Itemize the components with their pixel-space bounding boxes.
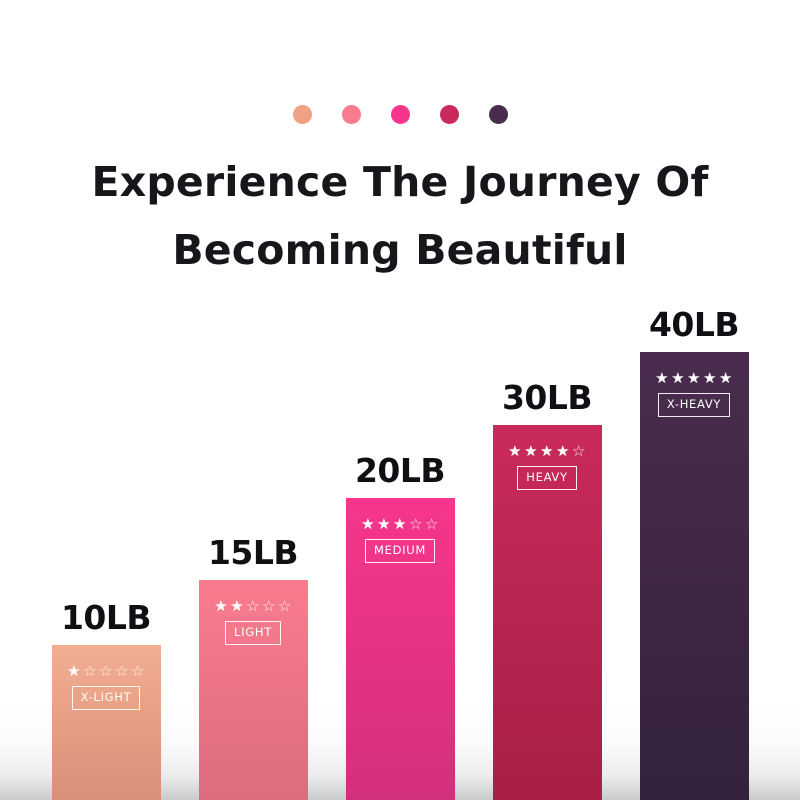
star-filled-icon: ★	[655, 369, 670, 387]
star-outline-icon: ☆	[130, 662, 145, 680]
dot-medium	[390, 105, 410, 124]
star-filled-icon: ★	[718, 369, 733, 387]
bar-column-15lb[interactable]: 15LB ★ ★ ☆ ☆ ☆ LIGHT	[198, 280, 308, 800]
star-outline-icon: ☆	[571, 442, 586, 460]
star-outline-icon: ☆	[408, 515, 423, 533]
page-title-line-2: Becoming Beautiful	[172, 226, 628, 274]
page-title: Experience The Journey Of Becoming Beaut…	[0, 148, 800, 284]
resistance-level-badge: LIGHT	[225, 621, 281, 645]
star-filled-icon: ★	[214, 597, 229, 615]
bar-weight-label: 30LB	[501, 378, 593, 417]
star-filled-icon: ★	[230, 597, 245, 615]
rating-stars: ★ ★ ★ ☆ ☆	[361, 517, 439, 532]
bar-body[interactable]: ★ ☆ ☆ ☆ ☆ X-LIGHT	[51, 645, 161, 800]
dot-x-light	[292, 105, 312, 124]
bar-weight-label: 40LB	[648, 305, 740, 344]
star-filled-icon: ★	[671, 369, 686, 387]
star-filled-icon: ★	[508, 442, 523, 460]
star-outline-icon: ☆	[277, 597, 292, 615]
resistance-bar-chart: 10LB ★ ☆ ☆ ☆ ☆ X-LIGHT 15LB ★ ★ ☆ ☆ ☆ LIGHT 20LB ★ ★ ★ ☆ ☆ M…	[0, 280, 800, 800]
resistance-level-badge: HEAVY	[517, 466, 577, 490]
resistance-level-badge: MEDIUM	[365, 539, 435, 563]
star-outline-icon: ☆	[424, 515, 439, 533]
star-outline-icon: ☆	[246, 597, 260, 615]
star-filled-icon: ★	[67, 662, 82, 680]
rating-stars: ★ ★ ★ ★ ★	[655, 371, 733, 386]
bar-weight-label: 15LB	[207, 533, 299, 572]
star-filled-icon: ★	[540, 442, 554, 460]
star-filled-icon: ★	[524, 442, 539, 460]
star-filled-icon: ★	[361, 515, 376, 533]
dot-light	[341, 105, 361, 124]
star-outline-icon: ☆	[99, 662, 113, 680]
dot-x-heavy	[488, 105, 508, 124]
star-filled-icon: ★	[393, 515, 407, 533]
rating-stars: ★ ★ ☆ ☆ ☆	[214, 599, 292, 614]
bar-body[interactable]: ★ ★ ★ ★ ★ X-HEAVY	[639, 352, 749, 800]
bar-body[interactable]: ★ ★ ★ ☆ ☆ MEDIUM	[345, 498, 455, 800]
resistance-level-badge: X-LIGHT	[71, 686, 141, 710]
star-filled-icon: ★	[555, 442, 570, 460]
bar-body[interactable]: ★ ★ ★ ★ ☆ HEAVY	[492, 425, 602, 800]
bar-weight-label: 10LB	[60, 598, 152, 637]
bar-body[interactable]: ★ ★ ☆ ☆ ☆ LIGHT	[198, 580, 308, 800]
star-outline-icon: ☆	[261, 597, 276, 615]
bar-column-30lb[interactable]: 30LB ★ ★ ★ ★ ☆ HEAVY	[492, 280, 602, 800]
star-filled-icon: ★	[377, 515, 392, 533]
bar-column-10lb[interactable]: 10LB ★ ☆ ☆ ☆ ☆ X-LIGHT	[51, 280, 161, 800]
decorative-dot-row	[0, 105, 800, 124]
rating-stars: ★ ☆ ☆ ☆ ☆	[67, 664, 145, 679]
resistance-level-badge: X-HEAVY	[657, 393, 731, 417]
star-filled-icon: ★	[702, 369, 717, 387]
star-filled-icon: ★	[687, 369, 701, 387]
page-title-line-1: Experience The Journey Of	[91, 158, 709, 206]
bar-column-40lb[interactable]: 40LB ★ ★ ★ ★ ★ X-HEAVY	[639, 280, 749, 800]
bar-column-20lb[interactable]: 20LB ★ ★ ★ ☆ ☆ MEDIUM	[345, 280, 455, 800]
star-outline-icon: ☆	[83, 662, 98, 680]
bar-weight-label: 20LB	[354, 451, 446, 490]
star-outline-icon: ☆	[114, 662, 129, 680]
rating-stars: ★ ★ ★ ★ ☆	[508, 444, 586, 459]
dot-heavy	[439, 105, 459, 124]
